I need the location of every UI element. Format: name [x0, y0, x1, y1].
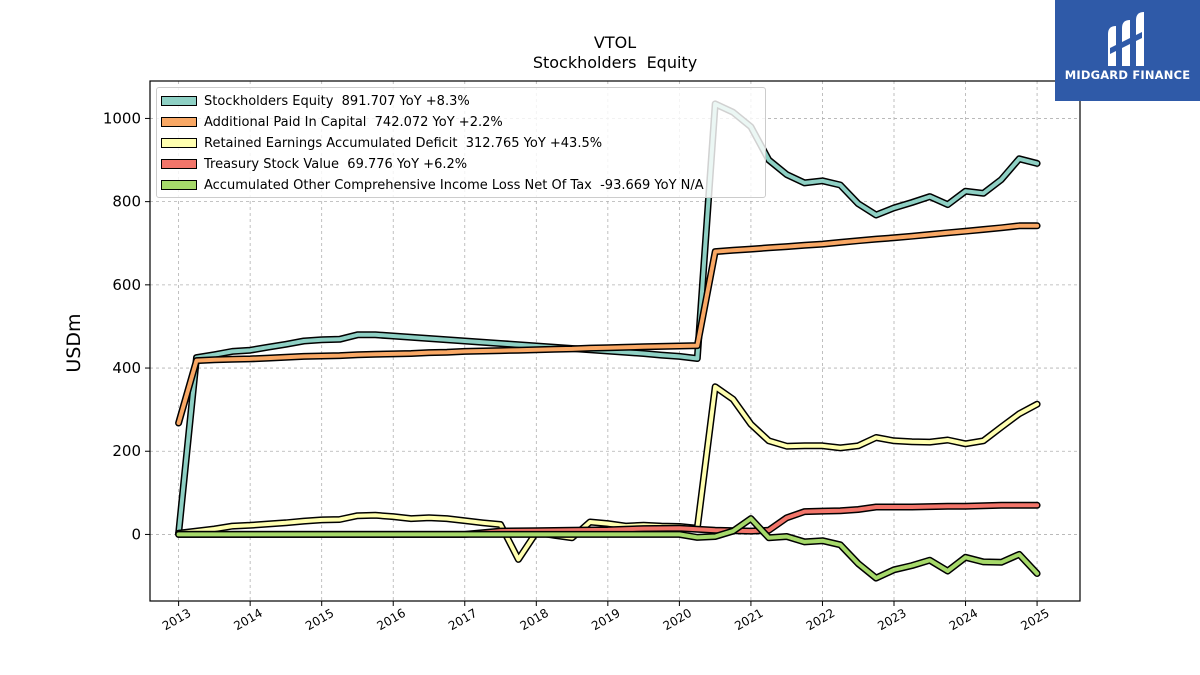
legend-item-treasury-stock: Treasury Stock Value 69.776 YoY +6.2% — [161, 156, 467, 172]
legend-swatch — [161, 96, 197, 106]
x-tick-label: 2022 — [804, 606, 837, 633]
plot-frame — [149, 80, 1081, 602]
legend-swatch — [161, 117, 197, 127]
y-axis-label: USDm — [63, 313, 85, 372]
chart-subtitle: Stockholders Equity — [533, 53, 697, 72]
legend-label: Treasury Stock Value 69.776 YoY +6.2% — [204, 156, 468, 172]
series-line-retained-earnings-accumulated-deficit — [176, 384, 1040, 562]
x-tick-label: 2018 — [518, 606, 551, 633]
x-tick-label: 2021 — [732, 606, 765, 633]
legend-label: Stockholders Equity 891.707 YoY +8.3% — [204, 93, 470, 109]
x-tick-label: 2025 — [1018, 606, 1051, 633]
x-tick-label: 2024 — [947, 606, 980, 633]
legend-item-additional-paid-in-capital: Additional Paid In Capital 742.072 YoY +… — [161, 114, 503, 130]
x-tick-label: 2019 — [589, 606, 622, 633]
series-line-additional-paid-in-capital — [176, 223, 1040, 425]
y-tick-label: 0 — [131, 525, 141, 543]
series-lines — [175, 100, 1041, 582]
midgard-logo-icon — [1108, 12, 1144, 66]
y-tick-label: 400 — [112, 359, 141, 377]
legend-swatch — [161, 159, 197, 169]
y-tick-label: 1000 — [103, 109, 141, 127]
legend: Stockholders Equity 891.707 YoY +8.3% Ad… — [156, 87, 766, 198]
x-tick-label: 2023 — [875, 606, 908, 633]
x-tick-label: 2014 — [231, 606, 264, 633]
legend-label: Retained Earnings Accumulated Deficit 31… — [204, 135, 603, 151]
logo-text: MIDGARD FINANCE — [1064, 68, 1191, 82]
legend-label: Additional Paid In Capital 742.072 YoY +… — [204, 114, 503, 130]
legend-item-stockholders-equity: Stockholders Equity 891.707 YoY +8.3% — [161, 93, 470, 109]
chart-title: VTOL — [594, 33, 636, 52]
x-tick-label: 2020 — [661, 606, 694, 633]
legend-item-retained-earnings: Retained Earnings Accumulated Deficit 31… — [161, 135, 602, 151]
y-tick-label: 200 — [112, 442, 141, 460]
legend-swatch — [161, 180, 197, 190]
x-tick-label: 2017 — [446, 606, 479, 633]
series-line-accumulated-other-comprehensive-income-loss-net-of-tax — [176, 516, 1040, 581]
y-tick-label: 600 — [112, 276, 141, 294]
legend-swatch — [161, 138, 197, 148]
legend-label: Accumulated Other Comprehensive Income L… — [204, 177, 704, 193]
x-tick-label: 2015 — [303, 606, 336, 633]
x-tick-label: 2016 — [375, 606, 408, 633]
y-tick-label: 800 — [112, 193, 141, 211]
x-tick-label: 2013 — [160, 606, 193, 633]
legend-item-accumulated-oci: Accumulated Other Comprehensive Income L… — [161, 177, 704, 193]
